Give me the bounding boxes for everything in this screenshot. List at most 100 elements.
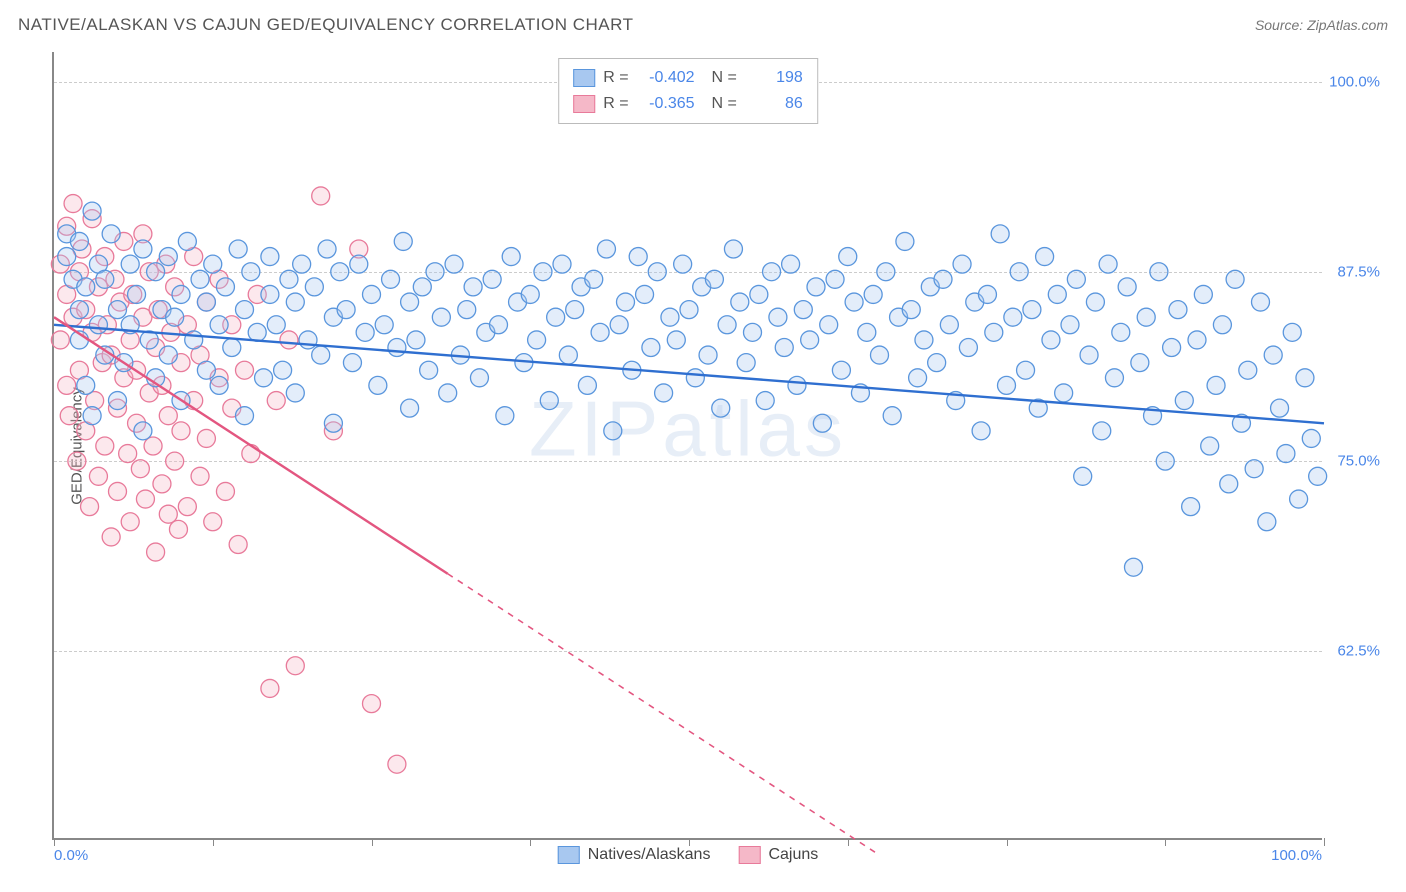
- x-tick: [1165, 838, 1166, 846]
- legend-n-0: 198: [745, 69, 803, 87]
- legend-r-1: -0.365: [637, 95, 695, 113]
- scatter-point: [1067, 270, 1085, 288]
- scatter-point: [178, 498, 196, 516]
- scatter-point: [1055, 384, 1073, 402]
- scatter-point: [528, 331, 546, 349]
- scatter-point: [413, 278, 431, 296]
- scatter-point: [70, 232, 88, 250]
- scatter-point: [369, 376, 387, 394]
- scatter-point: [959, 339, 977, 357]
- scatter-point: [350, 255, 368, 273]
- scatter-point: [902, 301, 920, 319]
- scatter-point: [591, 323, 609, 341]
- scatter-point: [928, 354, 946, 372]
- scatter-point: [1220, 475, 1238, 493]
- scatter-point: [737, 354, 755, 372]
- scatter-point: [83, 407, 101, 425]
- scatter-point: [1201, 437, 1219, 455]
- legend-n-1: 86: [745, 95, 803, 113]
- scatter-point: [674, 255, 692, 273]
- scatter-point: [267, 316, 285, 334]
- scatter-point: [864, 285, 882, 303]
- scatter-point: [178, 232, 196, 250]
- scatter-point: [382, 270, 400, 288]
- scatter-point: [1163, 339, 1181, 357]
- scatter-point: [1290, 490, 1308, 508]
- scatter-point: [699, 346, 717, 364]
- scatter-point: [420, 361, 438, 379]
- scatter-point: [998, 376, 1016, 394]
- x-tick: [1007, 838, 1008, 846]
- scatter-point: [210, 376, 228, 394]
- scatter-point: [909, 369, 927, 387]
- scatter-point: [83, 202, 101, 220]
- legend-swatch-0: [573, 69, 595, 87]
- scatter-point: [972, 422, 990, 440]
- scatter-point: [68, 452, 86, 470]
- scatter-point: [172, 285, 190, 303]
- scatter-point: [280, 270, 298, 288]
- scatter-point: [464, 278, 482, 296]
- scatter-point: [89, 467, 107, 485]
- scatter-point: [131, 460, 149, 478]
- scatter-point: [159, 248, 177, 266]
- scatter-point: [236, 407, 254, 425]
- scatter-point: [744, 323, 762, 341]
- scatter-point: [877, 263, 895, 281]
- scatter-point: [144, 437, 162, 455]
- scatter-point: [432, 308, 450, 326]
- scatter-point: [191, 270, 209, 288]
- scatter-point: [1188, 331, 1206, 349]
- scatter-point: [286, 657, 304, 675]
- scatter-point: [1258, 513, 1276, 531]
- scatter-point: [731, 293, 749, 311]
- scatter-point: [813, 414, 831, 432]
- scatter-point: [826, 270, 844, 288]
- scatter-point: [1226, 270, 1244, 288]
- scatter-point: [299, 331, 317, 349]
- scatter-point: [1296, 369, 1314, 387]
- x-tick: [213, 838, 214, 846]
- bottom-swatch-1: [738, 846, 760, 864]
- scatter-point: [81, 498, 99, 516]
- scatter-point: [705, 270, 723, 288]
- scatter-point: [578, 376, 596, 394]
- x-tick: [54, 838, 55, 846]
- scatter-point: [839, 248, 857, 266]
- scatter-point: [559, 346, 577, 364]
- scatter-point: [1086, 293, 1104, 311]
- scatter-point: [1010, 263, 1028, 281]
- scatter-point: [96, 270, 114, 288]
- scatter-point: [248, 323, 266, 341]
- scatter-point: [439, 384, 457, 402]
- legend-r-0: -0.402: [637, 69, 695, 87]
- scatter-point: [953, 255, 971, 273]
- scatter-point: [686, 369, 704, 387]
- scatter-point: [1105, 369, 1123, 387]
- scatter-point: [566, 301, 584, 319]
- scatter-point: [210, 316, 228, 334]
- scatter-point: [394, 232, 412, 250]
- scatter-point: [147, 263, 165, 281]
- scatter-point: [502, 248, 520, 266]
- scatter-point: [229, 240, 247, 258]
- scatter-point: [871, 346, 889, 364]
- scatter-point: [718, 316, 736, 334]
- x-tick: [689, 838, 690, 846]
- scatter-point: [756, 392, 774, 410]
- bottom-legend-item-0: Natives/Alaskans: [558, 846, 711, 864]
- scatter-point: [324, 414, 342, 432]
- scatter-point: [261, 285, 279, 303]
- scatter-point: [1283, 323, 1301, 341]
- scatter-point: [763, 263, 781, 281]
- scatter-point: [1182, 498, 1200, 516]
- scatter-point: [940, 316, 958, 334]
- scatter-point: [807, 278, 825, 296]
- plot-area: ZIPatlas 62.5%75.0%87.5%100.0% R = -0.40…: [52, 52, 1322, 840]
- scatter-point: [642, 339, 660, 357]
- scatter-point: [51, 331, 69, 349]
- bottom-legend-label-1: Cajuns: [768, 846, 818, 864]
- scatter-point: [540, 392, 558, 410]
- trend-line-dashed: [448, 574, 880, 855]
- scatter-point: [204, 255, 222, 273]
